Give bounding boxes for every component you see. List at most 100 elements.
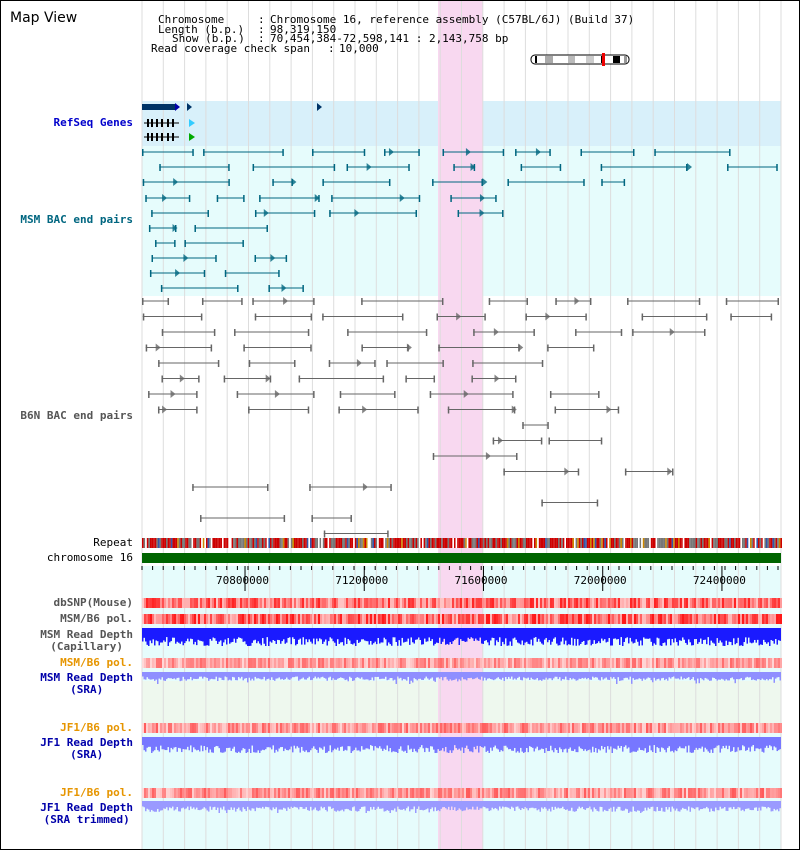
msm-pol-sra-cell: [198, 658, 200, 668]
msm-depth-sra-bar: [577, 672, 579, 681]
msm-depth-sra-bar: [691, 672, 693, 680]
jf1-depth-trim-bar: [499, 801, 501, 807]
msm-depth-sra-bar: [509, 672, 511, 679]
dbsnp-cell: [344, 598, 346, 608]
msm-depth-sra-bar: [722, 672, 724, 680]
b6n-bac-pair-end: [525, 313, 527, 321]
dbsnp-cell: [446, 598, 448, 608]
b6n-bac-pair-end: [441, 298, 444, 305]
refseq-genes-label[interactable]: RefSeq Genes: [54, 117, 133, 129]
jf1-pol-cell: [672, 723, 674, 733]
jf1-pol-cell: [284, 723, 286, 733]
jf1-pol-cell: [424, 723, 426, 733]
repeat-block: [591, 538, 594, 548]
jf1-pol-trim-cell: [544, 788, 546, 798]
ideogram-band: [535, 56, 537, 63]
jf1-depth-trim-bar: [241, 801, 243, 812]
jf1-depth-trim-bar: [157, 801, 159, 809]
msm-depth-cap-bar: [758, 628, 760, 646]
dbsnp-cell: [772, 598, 774, 608]
jf1-pol-trim-cell: [766, 788, 768, 798]
jf1-pol-cell: [322, 723, 324, 733]
jf1-depth-sra-bar: [470, 737, 472, 752]
jf1-depth-sra-bar: [326, 737, 328, 753]
jf1-depth-sra-bar: [229, 737, 231, 748]
msm-pol-cell: [210, 614, 212, 624]
jf1-pol-cell: [540, 723, 542, 733]
jf1-depth-trim-bar: [662, 801, 664, 812]
msm-depth-sra-bar: [260, 672, 262, 680]
jf1-depth-trim-bar: [401, 801, 403, 810]
msm-pol-cell: [396, 614, 398, 624]
jf1-depth-trim-bar: [358, 801, 360, 812]
jf1-pol-cell: [628, 723, 630, 733]
msm-depth-sra-bar: [418, 672, 420, 679]
jf1-pol-trim-cell: [492, 788, 494, 798]
b6n-bac-pair-end: [196, 391, 198, 398]
jf1-depth-sra-bar: [484, 737, 486, 747]
msm-depth-cap-bar: [442, 628, 444, 642]
jf1-b6-pol-label: JF1/B6 pol.: [60, 721, 133, 734]
repeat-block: [774, 538, 776, 548]
jf1-pol-cell: [700, 723, 702, 733]
jf1-depth-sra-bar: [340, 737, 342, 747]
jf1-depth-sra-bar: [565, 737, 567, 749]
jf1-pol-trim-cell: [228, 788, 230, 798]
msm-depth-cap-bar: [613, 628, 615, 639]
b6n-bac-label[interactable]: B6N BAC end pairs: [20, 410, 133, 422]
repeat-block: [348, 538, 350, 548]
b6n-bac-pair-end: [361, 298, 363, 305]
jf1-depth-sra-bar: [289, 737, 291, 750]
msm-depth-cap-bar: [163, 628, 165, 641]
b6n-bac-pair-end: [198, 375, 200, 383]
jf1-depth-sra-bar: [485, 737, 487, 752]
msm-pol-sra-cell: [326, 658, 328, 668]
msm-depth-cap-bar: [593, 628, 595, 641]
jf1-pol-cell: [488, 723, 490, 733]
msm-depth-sra-bar: [431, 672, 433, 678]
jf1-pol-cell: [738, 723, 740, 733]
jf1-depth-trim-bar: [181, 801, 183, 809]
jf1-pol-trim-cell: [764, 788, 766, 798]
repeat-block: [308, 538, 310, 548]
repeat-block: [556, 538, 558, 548]
jf1-depth-trim-bar: [392, 801, 394, 811]
jf1-depth-trim-bar: [250, 801, 252, 811]
msm-pol-sra-cell: [602, 658, 604, 668]
repeat-block: [566, 538, 568, 548]
jf1-depth-sra-bar: [704, 737, 706, 748]
jf1-pol-trim-cell: [154, 788, 156, 798]
msm-pol-cell: [434, 614, 436, 624]
jf1-depth-trim-bar: [200, 801, 202, 810]
jf1-pol-trim-cell: [204, 788, 206, 798]
jf1-pol-trim-cell: [748, 788, 750, 798]
msm-bac-pair-end: [207, 210, 209, 217]
dbsnp-cell: [490, 598, 492, 608]
jf1-pol-trim-cell: [736, 788, 738, 798]
jf1-depth-trim-bar: [698, 801, 700, 811]
jf1-depth-sra-bar: [529, 737, 531, 747]
msm-depth-cap-bar: [173, 628, 175, 638]
jf1-depth-sra-bar: [779, 737, 781, 750]
msm-pol-sra-cell: [164, 658, 166, 668]
jf1-pol-trim-cell: [508, 788, 510, 798]
repeat-block: [409, 538, 411, 548]
repeat-block: [442, 538, 445, 548]
msm-depth-cap-bar: [733, 628, 735, 639]
msm-pol-cell: [728, 614, 730, 624]
jf1-pol-cell: [426, 723, 428, 733]
b6n-bac-pair-end: [269, 375, 272, 383]
jf1-depth-sra-bar: [620, 737, 622, 746]
jf1-pol-trim-cell: [196, 788, 198, 798]
msm-pol-cell: [336, 614, 338, 624]
msm-depth-sra-bar: [274, 672, 276, 681]
jf1-depth-trim-bar: [671, 801, 673, 807]
msm-depth-cap-bar: [247, 628, 249, 646]
dbsnp-cell: [548, 598, 550, 608]
jf1-depth-trim-bar: [437, 801, 439, 811]
msm-bac-label[interactable]: MSM BAC end pairs: [20, 214, 133, 226]
jf1-pol-cell: [604, 723, 606, 733]
repeat-block: [410, 538, 413, 548]
repeat-block: [726, 538, 728, 548]
